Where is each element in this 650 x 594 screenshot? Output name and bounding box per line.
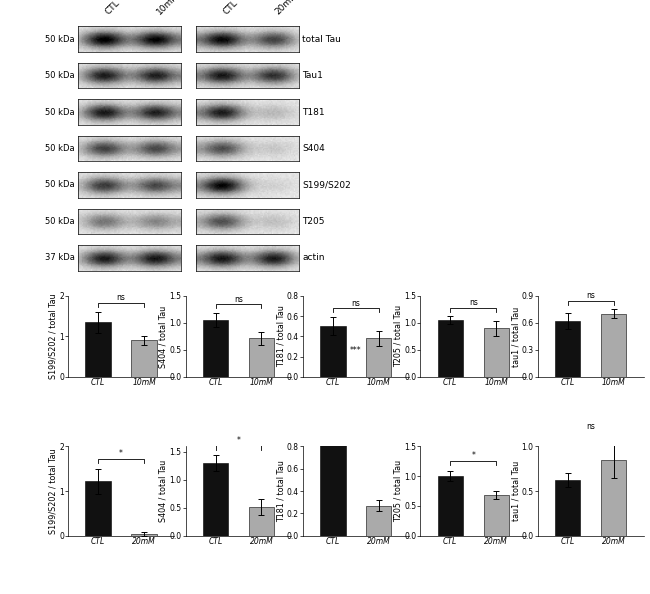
Text: 50 kDa: 50 kDa (45, 217, 75, 226)
Text: 50 kDa: 50 kDa (45, 181, 75, 189)
Text: actin: actin (302, 254, 325, 263)
Bar (601, 314, 626, 377)
Y-axis label: T205 / total Tau: T205 / total Tau (394, 460, 403, 522)
Bar (320, 377, 346, 536)
Bar (249, 338, 274, 377)
Bar (366, 339, 391, 377)
Text: *: * (119, 449, 123, 459)
Bar (203, 320, 228, 377)
Text: ns: ns (116, 293, 125, 302)
Text: 20mM: 20mM (273, 0, 300, 16)
Text: ns: ns (586, 422, 595, 431)
Text: total Tau: total Tau (302, 34, 341, 43)
Bar (203, 463, 228, 536)
Y-axis label: tau1 / total Tau: tau1 / total Tau (511, 461, 520, 521)
Y-axis label: T181 / total Tau: T181 / total Tau (276, 460, 285, 522)
Bar (601, 460, 626, 536)
Bar (437, 320, 463, 377)
Text: 50 kDa: 50 kDa (45, 34, 75, 43)
Text: T181: T181 (302, 108, 325, 116)
Y-axis label: tau1 / total Tau: tau1 / total Tau (511, 307, 520, 366)
Text: ns: ns (352, 299, 360, 308)
Text: CTL: CTL (222, 0, 240, 16)
Bar (484, 328, 509, 377)
Bar (86, 322, 110, 377)
Bar (131, 340, 157, 377)
Bar (86, 481, 110, 536)
Bar (484, 495, 509, 536)
Y-axis label: T181 / total Tau: T181 / total Tau (276, 305, 285, 367)
Text: T205: T205 (302, 217, 325, 226)
Bar (249, 507, 274, 536)
Text: ns: ns (586, 291, 595, 300)
Bar (555, 321, 580, 377)
Bar (366, 505, 391, 536)
Y-axis label: T205 / total Tau: T205 / total Tau (394, 305, 403, 368)
Y-axis label: S404 / total Tau: S404 / total Tau (159, 305, 168, 368)
Text: Tau1: Tau1 (302, 71, 323, 80)
Text: 50 kDa: 50 kDa (45, 71, 75, 80)
Text: ns: ns (234, 295, 243, 304)
Text: *: * (237, 436, 240, 445)
Text: 50 kDa: 50 kDa (45, 144, 75, 153)
Text: 37 kDa: 37 kDa (45, 254, 75, 263)
Y-axis label: S199/S202 / total Tau: S199/S202 / total Tau (49, 293, 58, 379)
Bar (437, 476, 463, 536)
Text: ns: ns (469, 298, 478, 307)
Bar (131, 534, 157, 536)
Bar (320, 326, 346, 377)
Text: 50 kDa: 50 kDa (45, 108, 75, 116)
Y-axis label: S404 / total Tau: S404 / total Tau (159, 460, 168, 522)
Text: ***: *** (350, 346, 361, 355)
Bar (555, 481, 580, 536)
Text: 10mM: 10mM (155, 0, 181, 16)
Text: CTL: CTL (104, 0, 122, 16)
Text: S199/S202: S199/S202 (302, 181, 351, 189)
Y-axis label: S199/S202 / total Tau: S199/S202 / total Tau (49, 448, 58, 534)
Text: S404: S404 (302, 144, 325, 153)
Text: *: * (471, 451, 475, 460)
